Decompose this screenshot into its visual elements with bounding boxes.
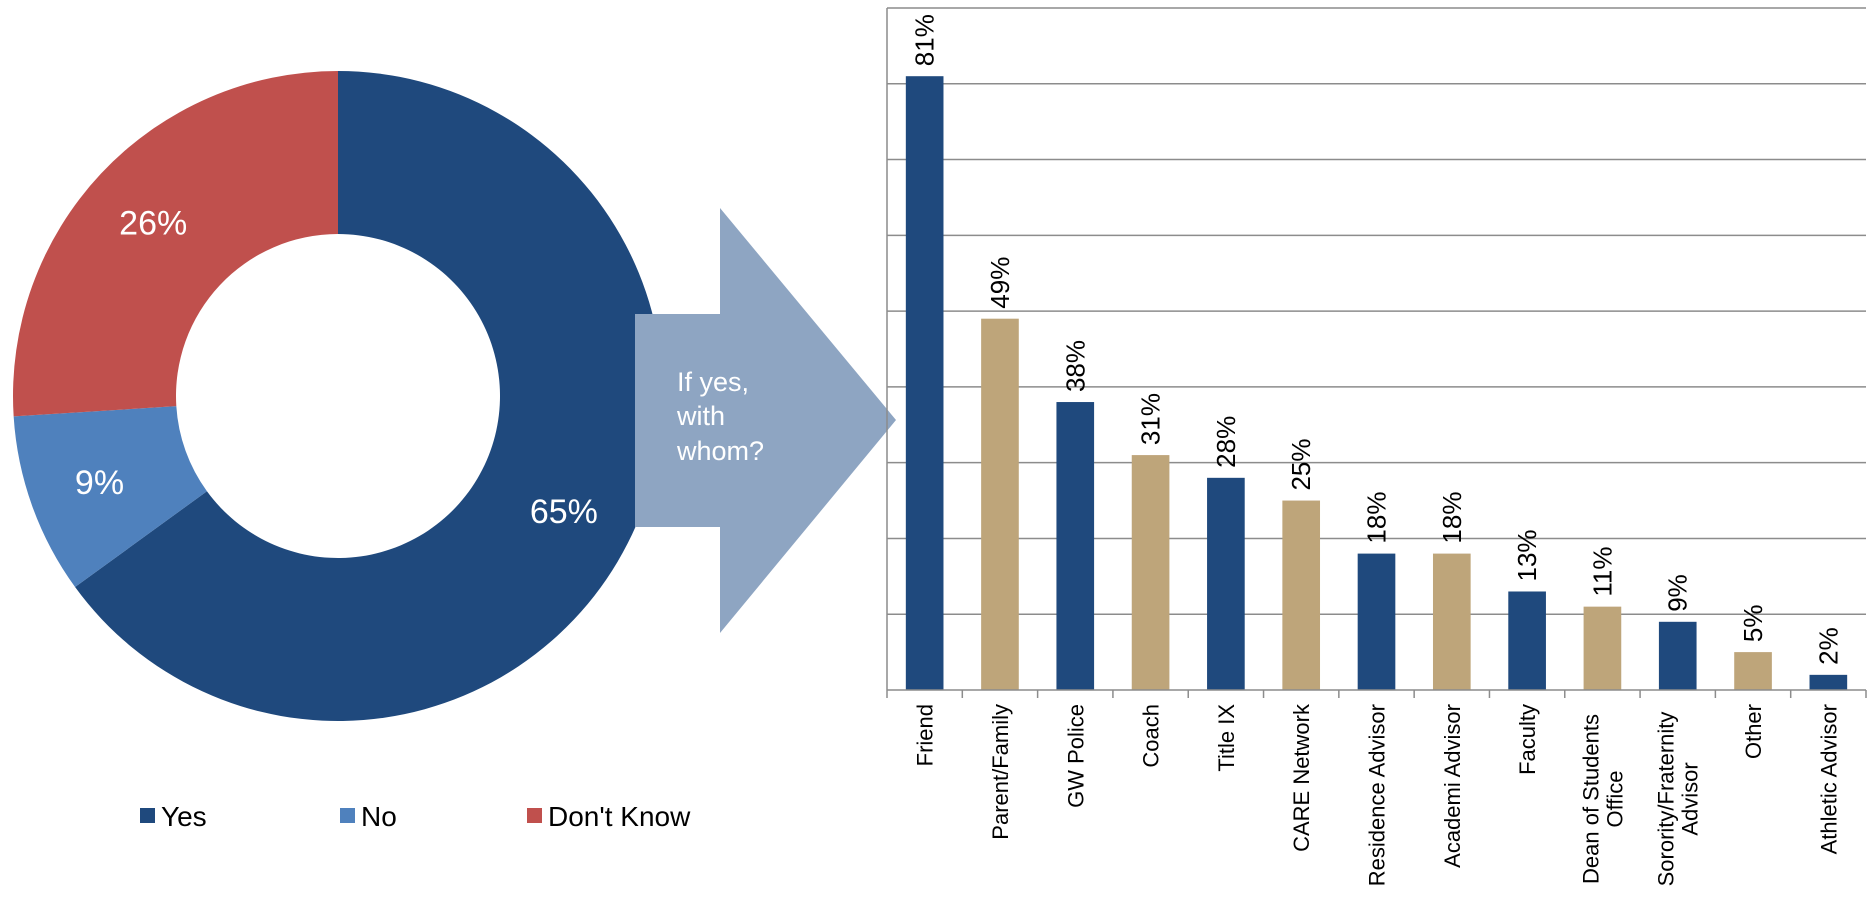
donut-slice-yes — [75, 71, 664, 721]
category-label: Parent/Family — [988, 704, 1013, 840]
if-yes-arrow: If yes, with whom? — [635, 208, 896, 633]
legend-label-no: No — [361, 801, 397, 832]
bar-gw-police — [1056, 402, 1095, 690]
category-label: Faculty — [1515, 704, 1540, 775]
category-label: Coach — [1139, 704, 1164, 768]
bars: 81% 49% 38% 31% 28% 25% 18% 18% 13% 11% 9% 5% 2% — [905, 14, 1848, 690]
category-label: Academi Advisor — [1440, 704, 1465, 868]
bar-dean-of-students-office — [1583, 606, 1622, 690]
legend-label-dont-know: Don't Know — [548, 801, 691, 832]
bar-value-label: 5% — [1738, 605, 1768, 643]
arrow-text-line-1: If yes, — [677, 367, 749, 397]
axes: Friend Parent/Family GW Police Coach Title I… — [886, 8, 1867, 887]
donut-slice-no — [13, 406, 207, 588]
legend-swatch-no — [340, 808, 355, 823]
bar-value-label: 25% — [1286, 439, 1316, 491]
bar-value-label: 9% — [1663, 574, 1693, 612]
arrow-text-line-3: whom? — [676, 436, 764, 466]
bar-coach — [1131, 455, 1170, 690]
bar-value-label: 28% — [1211, 416, 1241, 468]
bar-value-label: 18% — [1437, 492, 1467, 544]
bar-academi-advisor — [1432, 553, 1471, 690]
donut-value-label: 65% — [530, 493, 598, 531]
bar-value-label: 13% — [1512, 529, 1542, 581]
bar-other — [1734, 652, 1772, 690]
bar-value-label: 2% — [1813, 627, 1843, 665]
donut-slice-don-t-know — [12, 71, 338, 417]
bar-value-label: 38% — [1060, 340, 1090, 392]
category-label: GW Police — [1063, 704, 1088, 808]
category-label: Advisor — [1678, 762, 1703, 835]
donut-value-label: 9% — [75, 464, 124, 502]
bar-title-ix — [1207, 477, 1245, 690]
category-label: Sorority/Fraternity — [1654, 712, 1679, 887]
category-label: Other — [1741, 704, 1766, 759]
bar-value-label: 11% — [1587, 547, 1617, 597]
category-label: Office — [1602, 770, 1627, 827]
bar-value-label: 81% — [910, 14, 940, 66]
bar-care-network — [1282, 500, 1321, 690]
bar-athletic-advisor — [1809, 674, 1848, 690]
donut-chart: 65% 9% 26% — [12, 71, 664, 721]
arrow-text-line-2: with — [676, 401, 725, 431]
bar-faculty — [1508, 591, 1546, 690]
bar-friend — [905, 76, 944, 690]
bar-value-label: 18% — [1362, 492, 1392, 544]
category-label: Title IX — [1214, 704, 1239, 772]
category-label: CARE Network — [1289, 703, 1314, 852]
donut-value-label: 26% — [119, 204, 187, 242]
category-label: Athletic Advisor — [1816, 704, 1841, 854]
bar-chart: 81% 49% 38% 31% 28% 25% 18% 18% 13% 11% 9% 5% 2% Fri… — [886, 7, 1867, 887]
category-label: Friend — [913, 704, 938, 766]
legend-swatch-dont-know — [527, 808, 542, 823]
bar-value-label: 31% — [1136, 393, 1166, 445]
category-label: Residence Advisor — [1365, 704, 1390, 886]
bar-value-label: 49% — [985, 257, 1015, 309]
arrow-shape — [635, 208, 896, 633]
bar-sorority-fraternity-advisor — [1658, 621, 1697, 690]
grid-lines — [887, 7, 1866, 615]
bar-residence-advisor — [1357, 553, 1396, 690]
bar-parent-family — [981, 318, 1019, 690]
legend-label-yes: Yes — [161, 801, 207, 832]
category-label: Dean of Students — [1578, 714, 1603, 884]
donut-legend: Yes No Don't Know — [140, 801, 691, 832]
legend-swatch-yes — [140, 808, 155, 823]
